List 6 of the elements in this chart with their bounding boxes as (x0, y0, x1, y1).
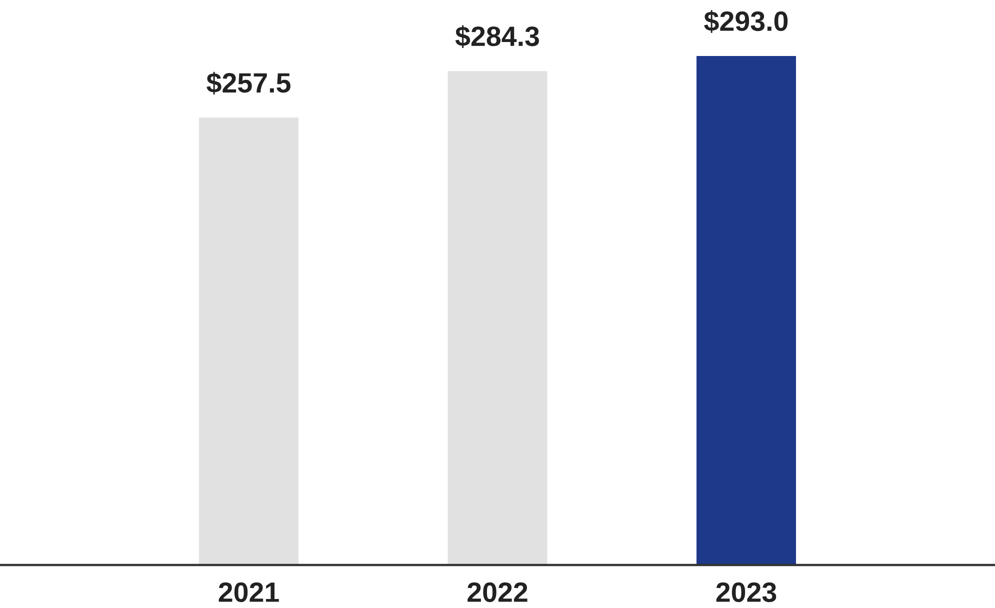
data-label: $284.3 (455, 25, 539, 48)
x-tick-label: 2021 (218, 582, 279, 602)
data-label: $257.5 (206, 72, 290, 95)
x-tick-label: 2022 (468, 582, 528, 602)
x-tick-label: 2023 (716, 582, 776, 602)
data-label: $293.0 (704, 10, 788, 33)
